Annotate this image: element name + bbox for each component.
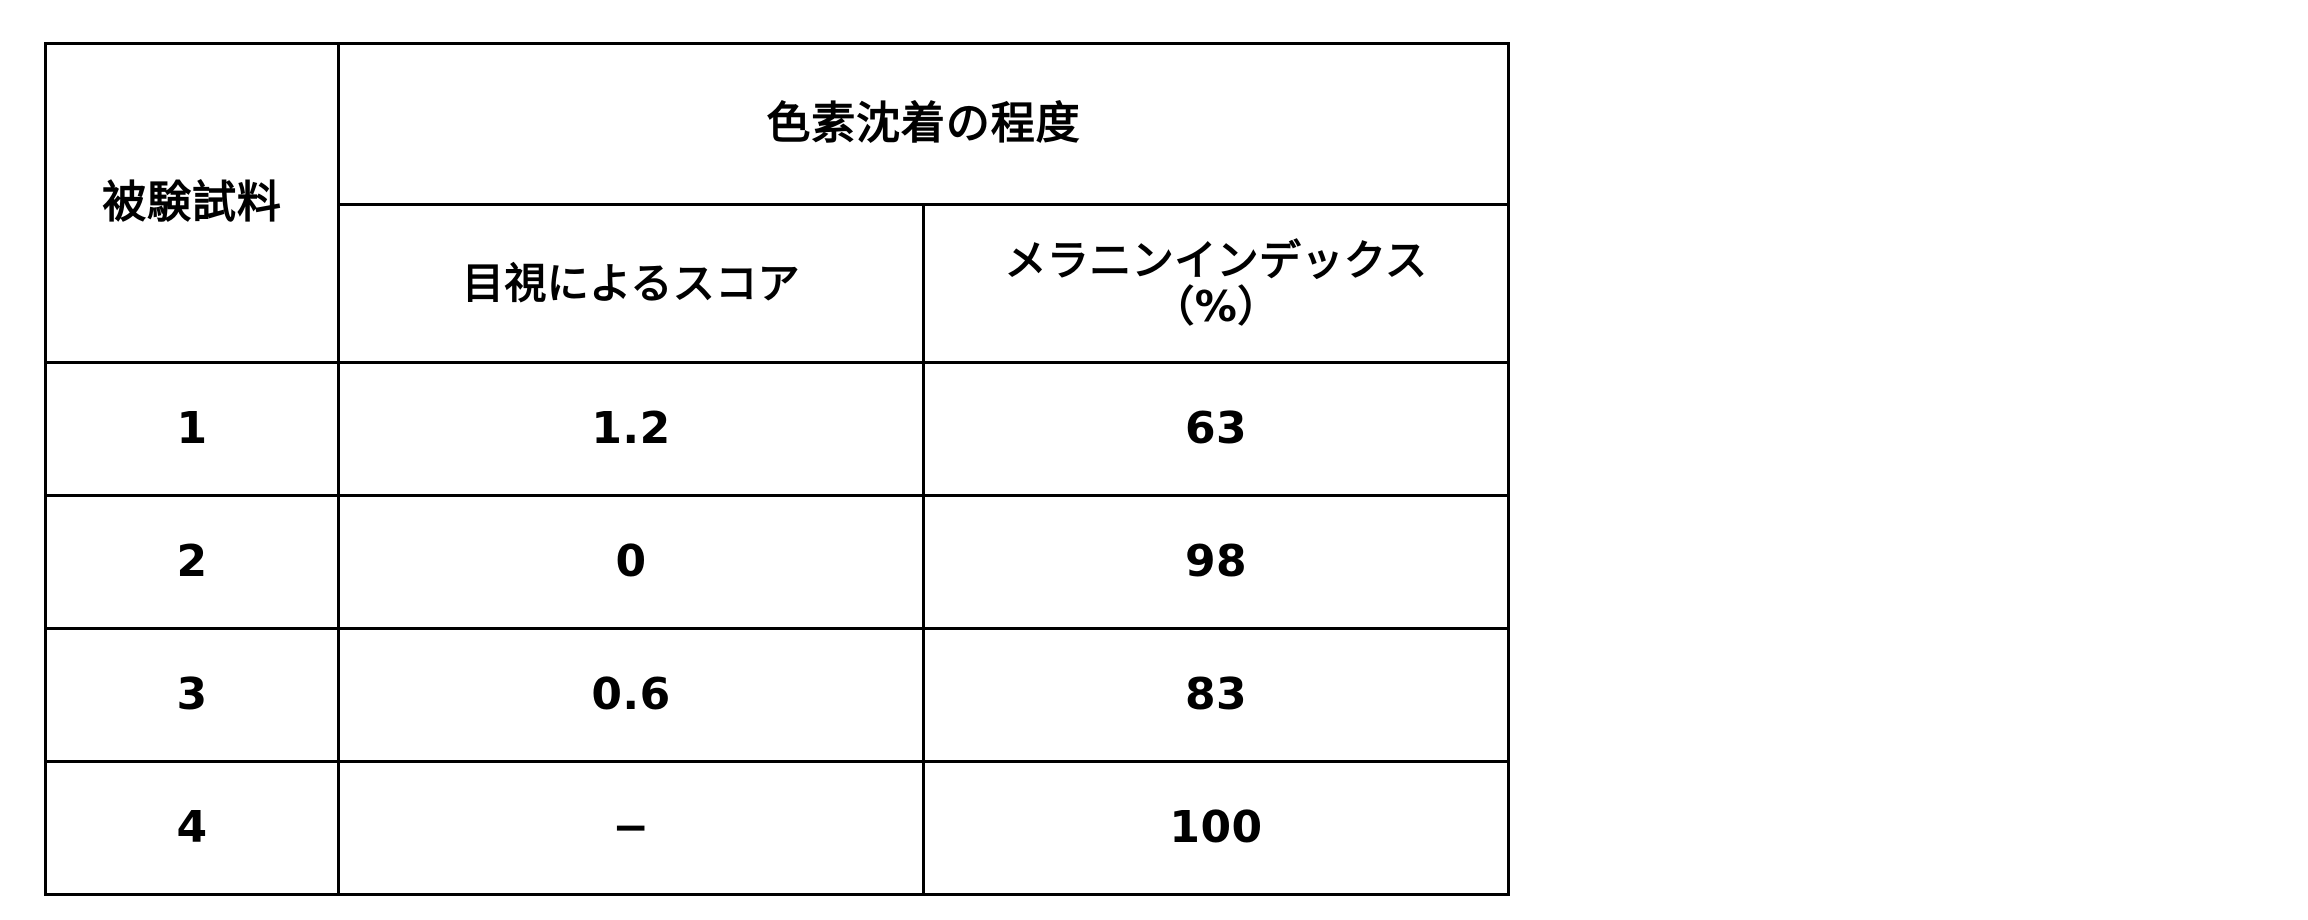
header-melanin-index: メラニンインデックス （%）: [924, 205, 1509, 363]
pigmentation-results-table: 被験試料 色素沈着の程度 目視によるスコア メラニンインデックス （%） 1 1…: [44, 42, 1510, 896]
header-sample-column: 被験試料: [46, 44, 339, 363]
cell-sample: 1: [46, 363, 339, 496]
table-row: 1 1.2 63: [46, 363, 1509, 496]
cell-visual-score: 1.2: [339, 363, 924, 496]
page-canvas: 被験試料 色素沈着の程度 目視によるスコア メラニンインデックス （%） 1 1…: [0, 0, 2308, 920]
table-header-row-top: 被験試料 色素沈着の程度: [46, 44, 1509, 205]
table-container: 被験試料 色素沈着の程度 目視によるスコア メラニンインデックス （%） 1 1…: [44, 42, 1510, 896]
cell-sample: 2: [46, 496, 339, 629]
table-row: 3 0.6 83: [46, 629, 1509, 762]
header-group-pigmentation: 色素沈着の程度: [339, 44, 1509, 205]
header-melanin-index-unit: （%）: [925, 284, 1507, 330]
cell-sample: 4: [46, 762, 339, 895]
cell-visual-score: 0: [339, 496, 924, 629]
cell-melanin-index: 100: [924, 762, 1509, 895]
table-row: 4 − 100: [46, 762, 1509, 895]
header-melanin-index-label: メラニンインデックス: [1005, 236, 1428, 285]
table-row: 2 0 98: [46, 496, 1509, 629]
cell-melanin-index: 98: [924, 496, 1509, 629]
cell-sample: 3: [46, 629, 339, 762]
cell-melanin-index: 83: [924, 629, 1509, 762]
cell-melanin-index: 63: [924, 363, 1509, 496]
cell-visual-score: −: [339, 762, 924, 895]
header-visual-score: 目視によるスコア: [339, 205, 924, 363]
cell-visual-score: 0.6: [339, 629, 924, 762]
